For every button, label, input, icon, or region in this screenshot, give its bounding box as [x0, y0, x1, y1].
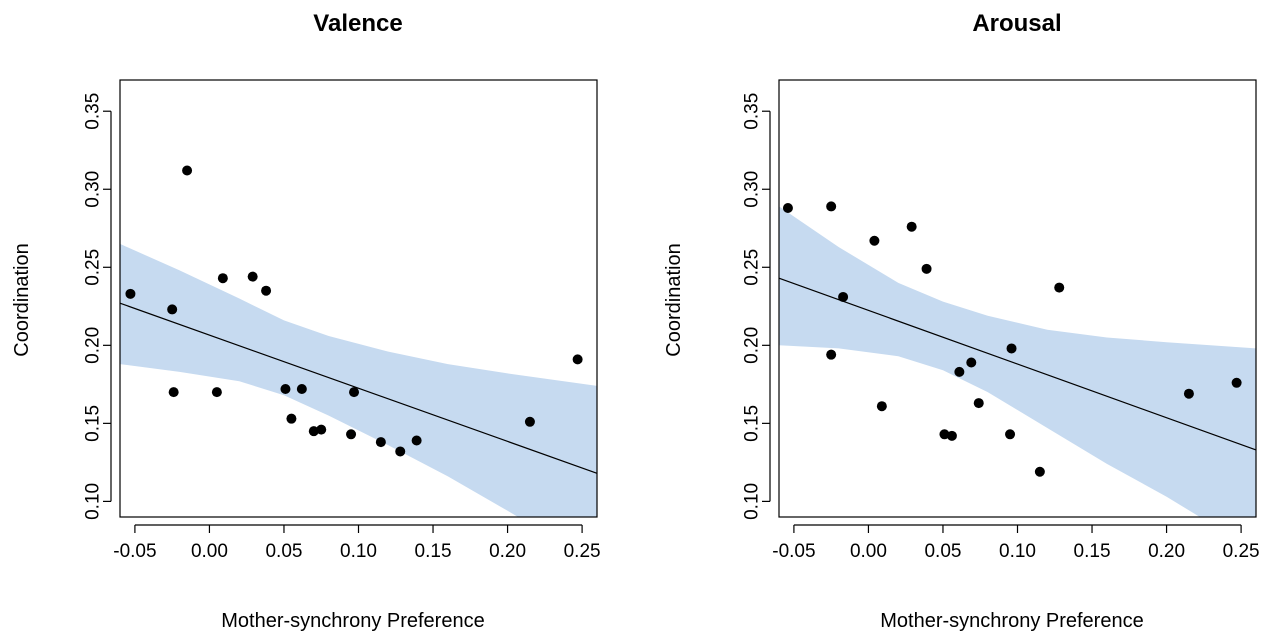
- y-axis: 0.10 0.15 0.20 0.25 0.30 0.35: [83, 93, 112, 520]
- ci-band-area: [120, 243, 597, 517]
- regression-line: [119, 302, 598, 474]
- data-point: [395, 446, 406, 457]
- data-point: [524, 416, 535, 427]
- data-points: [125, 165, 583, 457]
- x-tick-label: 0.10: [999, 541, 1036, 562]
- x-tick-label: 0.05: [265, 541, 302, 562]
- plot-frame: [778, 79, 1257, 518]
- data-point: [375, 437, 386, 448]
- data-point: [167, 304, 178, 315]
- data-point: [280, 384, 291, 395]
- data-point: [921, 263, 932, 274]
- data-point: [954, 366, 965, 377]
- data-point: [316, 424, 327, 435]
- data-point: [876, 401, 887, 412]
- y-tick-label: 0.15: [83, 405, 104, 442]
- regression-line: [778, 277, 1257, 451]
- confidence-band: [779, 206, 1256, 517]
- data-point: [411, 435, 422, 446]
- y-tick-label: 0.15: [742, 405, 763, 442]
- x-tick-label: 0.15: [1074, 541, 1111, 562]
- x-axis-label: Mother-synchrony Preference: [221, 610, 484, 632]
- y-axis-label: Coordination: [11, 243, 33, 356]
- y-axis: 0.10 0.15 0.20 0.25 0.30 0.35: [742, 93, 771, 520]
- data-point: [1231, 377, 1242, 388]
- arousal-panel: Arousal -0.05 0.00 0.05 0.10 0.15 0.20 0.25 0.…: [663, 10, 1260, 632]
- data-point: [261, 285, 272, 296]
- x-tick-label: 0.15: [415, 541, 452, 562]
- y-tick-label: 0.30: [83, 171, 104, 208]
- data-point: [782, 202, 793, 213]
- y-tick-label: 0.30: [742, 171, 763, 208]
- x-tick-label: 0.05: [924, 541, 961, 562]
- y-axis-label: Coordination: [663, 243, 685, 356]
- y-tick-label: 0.35: [83, 93, 104, 130]
- data-point: [1054, 282, 1065, 293]
- data-point: [1006, 343, 1017, 354]
- data-point: [346, 429, 357, 440]
- x-tick-label: 0.00: [850, 541, 887, 562]
- data-point: [182, 165, 193, 176]
- data-point: [838, 291, 849, 302]
- y-tick-label: 0.10: [83, 483, 104, 520]
- confidence-band: [120, 243, 597, 517]
- data-point: [125, 288, 136, 299]
- x-tick-label: 0.10: [340, 541, 377, 562]
- data-point: [296, 384, 307, 395]
- data-point: [168, 387, 179, 398]
- data-points: [782, 201, 1242, 477]
- y-tick-label: 0.20: [742, 327, 763, 364]
- data-point: [826, 201, 837, 212]
- x-tick-label: 0.25: [564, 541, 601, 562]
- x-tick-label: 0.20: [1148, 541, 1185, 562]
- x-tick-label: -0.05: [113, 541, 156, 562]
- data-point: [572, 354, 583, 365]
- x-axis-label: Mother-synchrony Preference: [880, 610, 1143, 632]
- data-point: [826, 349, 837, 360]
- y-tick-label: 0.25: [742, 249, 763, 286]
- data-point: [869, 235, 880, 246]
- y-tick-label: 0.25: [83, 249, 104, 286]
- x-tick-label: 0.25: [1223, 541, 1260, 562]
- plot-frame: [119, 79, 598, 518]
- chart-title: Valence: [313, 10, 402, 37]
- data-point: [1005, 429, 1016, 440]
- x-tick-label: 0.00: [191, 541, 228, 562]
- y-tick-label: 0.20: [83, 327, 104, 364]
- data-point: [946, 430, 957, 441]
- x-axis: -0.05 0.00 0.05 0.10 0.15 0.20 0.25: [772, 524, 1260, 562]
- data-point: [308, 426, 319, 437]
- y-tick-label: 0.10: [742, 483, 763, 520]
- x-tick-label: -0.05: [772, 541, 815, 562]
- data-point: [939, 429, 950, 440]
- data-point: [1034, 466, 1045, 477]
- y-tick-label: 0.35: [742, 93, 763, 130]
- ci-band-area: [779, 206, 1256, 517]
- data-point: [1183, 388, 1194, 399]
- data-point: [906, 221, 917, 232]
- x-axis: -0.05 0.00 0.05 0.10 0.15 0.20 0.25: [113, 524, 601, 562]
- valence-panel: Valence -0.05 0.00 0.05 0.10 0.15 0.20 0.25 0.…: [11, 10, 601, 632]
- data-point: [247, 271, 258, 282]
- data-point: [973, 398, 984, 409]
- data-point: [966, 357, 977, 368]
- data-point: [217, 273, 228, 284]
- chart-title: Arousal: [972, 10, 1061, 37]
- data-point: [286, 413, 297, 424]
- data-point: [349, 387, 360, 398]
- data-point: [211, 387, 222, 398]
- x-tick-label: 0.20: [489, 541, 526, 562]
